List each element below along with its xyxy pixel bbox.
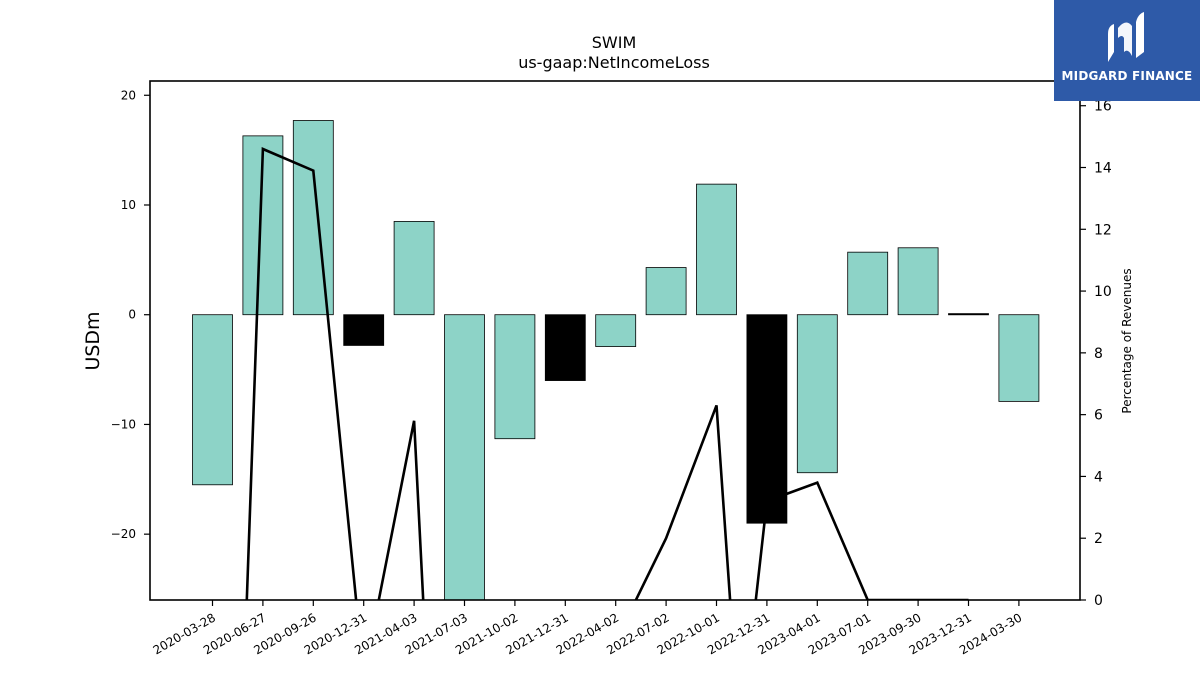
y2-tick-label: 14 (1094, 161, 1112, 177)
y2-axis-label: Percentage of Revenues (1120, 268, 1134, 413)
y2-tick-label: 10 (1094, 284, 1112, 300)
series-line (634, 404, 732, 600)
y2-tick-label: 16 (1094, 99, 1112, 115)
series-line (754, 480, 969, 600)
bar (595, 314, 637, 347)
chart-subtitle: us-gaap:NetIncomeLoss (518, 53, 710, 72)
series-line (245, 147, 358, 600)
y-tick-label: 20 (121, 88, 136, 102)
y2-tick-label: 6 (1094, 408, 1103, 424)
bar (796, 314, 838, 474)
brand-logo: MIDGARD FINANCE (1054, 0, 1200, 101)
y2-tick-label: 4 (1094, 469, 1103, 485)
bar (292, 120, 334, 316)
bar (544, 314, 586, 381)
bar (393, 221, 435, 316)
y-tick-label: −10 (111, 417, 136, 431)
series-line (377, 420, 425, 600)
y2-tick-label: 12 (1094, 222, 1112, 238)
y-tick-label: 0 (128, 308, 136, 322)
bars-group (192, 120, 1040, 600)
plot-frame (149, 80, 1081, 601)
bar (696, 183, 737, 316)
bar (343, 314, 385, 346)
bar (897, 247, 939, 316)
bar (847, 251, 889, 316)
y2-tick-label: 0 (1094, 593, 1103, 609)
bar (192, 314, 233, 486)
y-axis-label: USDm (82, 311, 104, 370)
bar (746, 314, 788, 524)
logo-mark-icon (1108, 12, 1144, 63)
bar (444, 314, 485, 600)
bar (494, 314, 536, 440)
bar (998, 314, 1040, 402)
logo-text: MIDGARD FINANCE (1061, 69, 1193, 83)
chart-title: SWIM (592, 33, 637, 52)
y2-tick-label: 8 (1094, 346, 1103, 362)
y-tick-label: 10 (121, 198, 136, 212)
y2-tick-label: 2 (1094, 531, 1103, 547)
bar (645, 267, 687, 316)
bar (948, 313, 989, 316)
line-group (245, 147, 969, 600)
y-tick-label: −20 (111, 527, 136, 541)
